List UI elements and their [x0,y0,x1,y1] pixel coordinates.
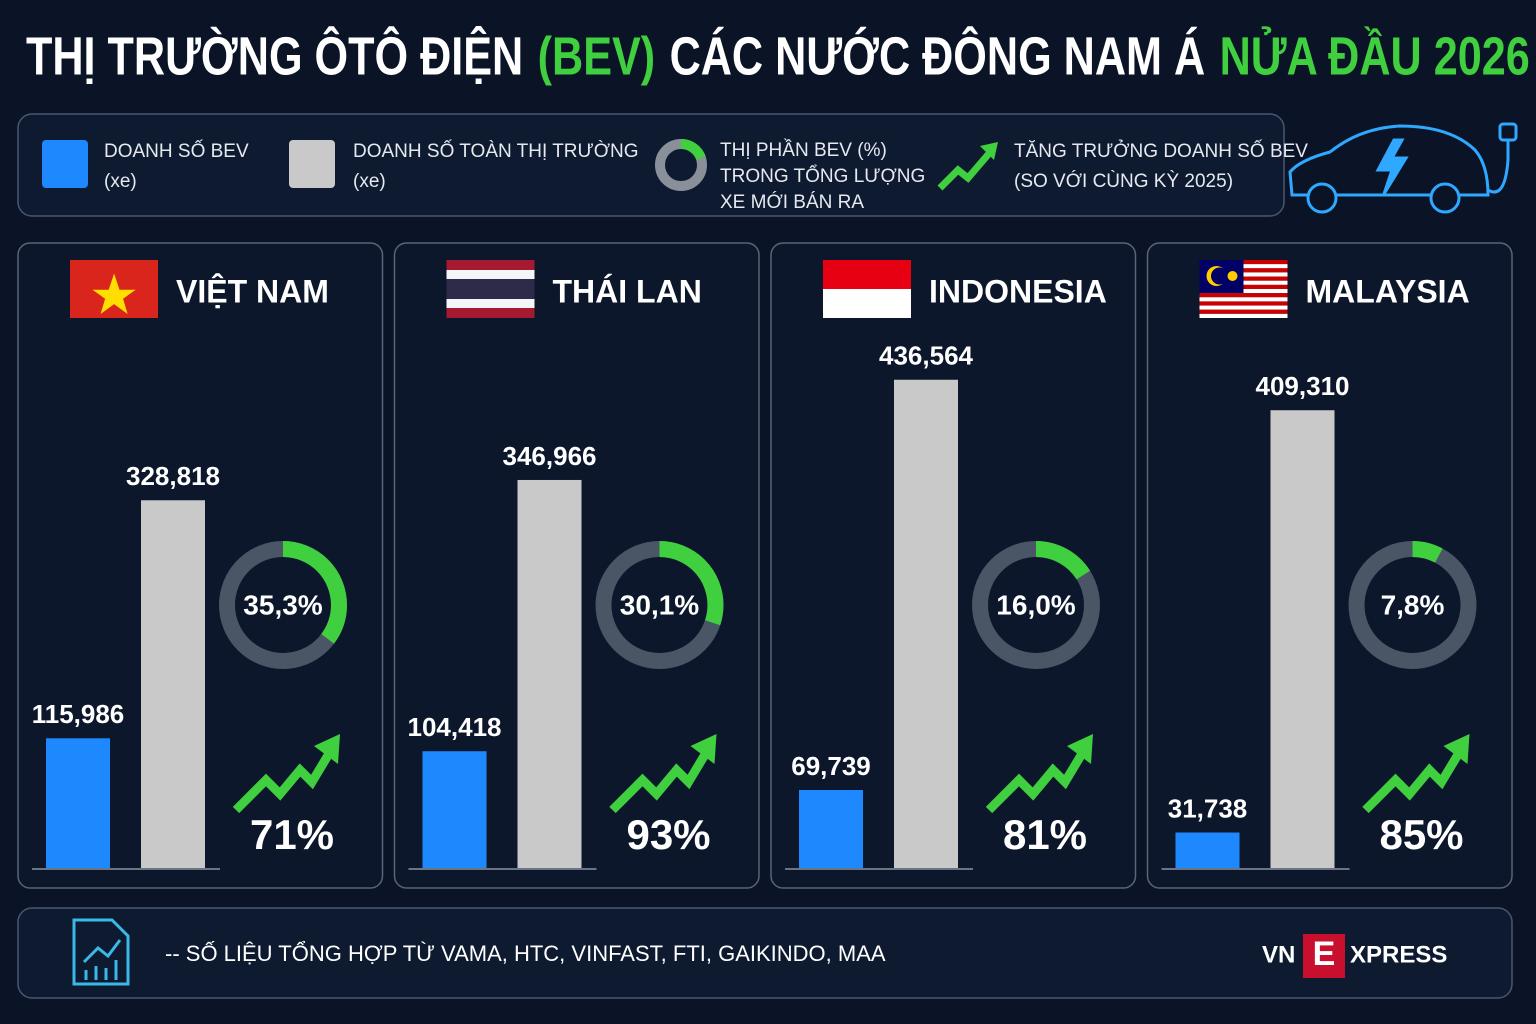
legend-label: TRONG TỔNG LƯỢNG [720,165,925,187]
bar-value-label: 115,986 [32,699,125,729]
car-icon [1288,122,1518,214]
logo-box [1303,934,1345,978]
share-label: 30,1% [620,589,699,620]
panel-title: INDONESIA [929,273,1107,309]
panel-title: VIỆT NAM [176,273,329,309]
legend-label: DOANH SỐ TOÀN THỊ TRƯỜNG [353,140,639,162]
growth-label: 71% [250,811,334,858]
flag-part [1199,305,1288,310]
share-label: 35,3% [243,589,322,620]
legend-label: DOANH SỐ BEV [104,140,249,162]
growth-arrow-head [690,734,717,764]
flag-part [823,260,911,289]
bar [894,379,958,868]
growth-label: 85% [1379,811,1463,858]
logo-part: E [1313,935,1336,973]
donut-arc [595,541,724,669]
footer-box [17,907,1513,999]
bar [517,479,582,868]
growth-arrow-head [314,734,340,764]
bar-value-label: 436,564 [879,341,974,371]
logo-part: XPRESS [1350,941,1447,968]
legend-swatch [289,140,335,188]
donut-arc [972,541,1100,669]
share-label: 7,8% [1381,589,1445,620]
panel-title: THÁI LAN [553,273,702,309]
flag [823,260,911,318]
growth-label: 81% [1003,811,1087,858]
share-label: 16,0% [996,589,1075,620]
bar [46,738,110,868]
bar [1175,832,1240,868]
bar-value-label: 328,818 [126,461,220,491]
growth-arrow [985,749,1087,814]
legend-box [17,113,1285,217]
legend-label: TĂNG TRƯỞNG DOANH SỐ BEV [1014,140,1308,162]
flag-part [1227,271,1238,281]
bar-value-label: 346,966 [503,441,597,471]
legend-label: (xe) [104,171,137,192]
bar-value-label: 31,738 [1168,793,1248,823]
growth-label: 93% [626,811,710,858]
growth-arrow [232,749,334,814]
legend-arrow [937,147,995,191]
flag-star [92,273,136,314]
legend-swatch [42,140,88,188]
title-part: NỬA ĐẦU 2026 [1220,26,1530,87]
flag-part [1199,309,1288,314]
flag-part [1199,313,1288,318]
flag [446,260,535,318]
panel-title: MALAYSIA [1306,273,1470,309]
legend-label: (SO VỚI CÙNG KỲ 2025) [1014,170,1233,192]
legend-label: THỊ PHẦN BEV (%) [720,139,887,161]
flag-part [1199,301,1288,306]
title-part: (BEV) [538,27,656,87]
bar-value-label: 104,418 [408,712,502,742]
bar-value-label: 409,310 [1256,371,1350,401]
flag-part [823,289,911,318]
bar [141,500,205,868]
title-part: CÁC NƯỚC ĐÔNG NAM Á [670,26,1206,87]
growth-arrow-head [1443,734,1470,764]
bar [422,751,487,868]
report-icon [72,918,130,986]
bar [799,790,863,868]
legend-label: (xe) [353,171,386,192]
flag [70,260,158,318]
title-group: THỊ TRƯỜNG ÔTÔ ĐIỆN (BEV) CÁC NƯỚC ĐÔNG NA… [26,26,1530,87]
chart-title: THỊ TRƯỜNG ÔTÔ ĐIỆN (BEV) CÁC NƯỚC ĐÔNG NA… [26,26,1530,87]
flag-part [1199,297,1288,302]
bar-value-label: 69,739 [791,751,871,781]
flag-part [446,279,535,299]
donut-arc [219,541,347,669]
legend-arrow-head [980,142,998,160]
legend-donut-arc [680,138,706,161]
bar [1270,410,1335,868]
flag-part [1199,293,1288,298]
growth-arrow-head [1067,734,1093,764]
growth-arrow [609,749,711,814]
flag [1199,260,1288,318]
legend-label: XE MỚI BÁN RA [720,191,864,213]
logo-part: VN [1262,941,1295,968]
flag-part [1211,267,1228,285]
title-part: THỊ TRƯỜNG ÔTÔ ĐIỆN [26,26,523,87]
footer-source: -- SỐ LIỆU TỔNG HỢP TỪ VAMA, HTC, VINFAS… [165,940,886,966]
growth-arrow [1362,749,1464,814]
donut-arc [1348,541,1477,669]
